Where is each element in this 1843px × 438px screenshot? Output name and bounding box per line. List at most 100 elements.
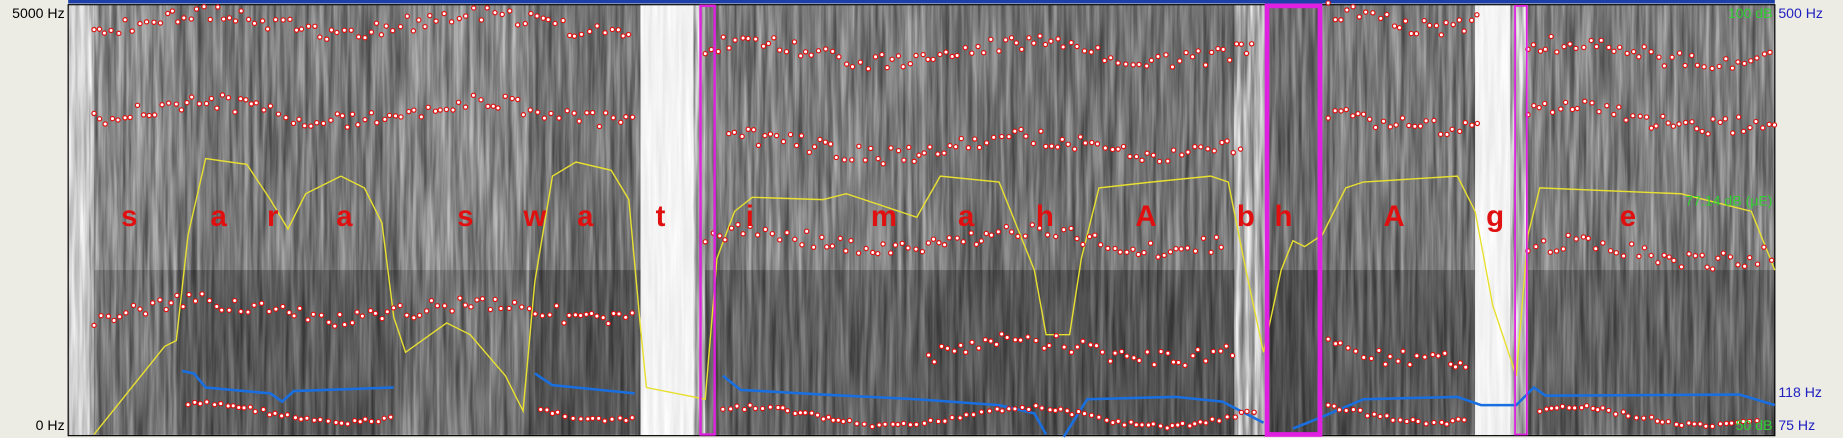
- formant-dot: [740, 35, 746, 41]
- formant-dot: [1332, 108, 1338, 114]
- formant-dot: [1442, 350, 1448, 357]
- formant-dot: [623, 114, 629, 120]
- formant-dot: [291, 313, 297, 319]
- formant-dot: [1165, 158, 1171, 164]
- formant-dot: [344, 124, 351, 130]
- formant-dot: [185, 401, 191, 408]
- formant-dot: [820, 416, 827, 422]
- formant-dot: [1593, 43, 1600, 50]
- formant-dot: [777, 237, 783, 243]
- formant-dot: [1145, 422, 1152, 428]
- formant-dot: [102, 121, 108, 127]
- formant-dot: [181, 15, 187, 21]
- formant-dot: [1666, 254, 1672, 260]
- formant-dot: [374, 120, 380, 126]
- formant-dot: [1648, 49, 1654, 55]
- formant-dot: [192, 399, 198, 406]
- formant-dot: [1017, 337, 1024, 343]
- formant-dot: [584, 110, 590, 116]
- formant-dot: [900, 63, 906, 70]
- formant-dot: [362, 34, 368, 41]
- formant-dot: [1179, 420, 1186, 427]
- formant-dot: [1338, 17, 1344, 23]
- formant-dot: [996, 48, 1002, 54]
- formant-dot: [1178, 246, 1184, 252]
- formant-dot: [941, 150, 947, 156]
- formant-dot: [484, 5, 490, 11]
- formant-dot: [237, 96, 244, 102]
- formant-dot: [382, 116, 388, 123]
- formant-dot: [186, 291, 192, 298]
- formant-dot: [334, 111, 341, 117]
- formant-dot: [978, 409, 985, 415]
- formant-dot: [304, 415, 310, 421]
- formant-dot: [1139, 157, 1145, 163]
- formant-dot: [609, 26, 616, 33]
- formant-dot: [935, 418, 942, 425]
- formant-dot: [780, 405, 786, 411]
- formant-dot: [499, 11, 505, 18]
- formant-dot: [180, 303, 186, 310]
- formant-dot: [1574, 105, 1580, 112]
- formant-dot: [1689, 119, 1695, 125]
- formant-dot: [625, 31, 632, 38]
- formant-dot: [389, 27, 396, 34]
- formant-dot: [109, 115, 116, 122]
- formant-dot: [1136, 61, 1142, 68]
- formant-dot: [1396, 25, 1403, 31]
- formant-dot: [921, 420, 928, 427]
- formant-dot: [1200, 235, 1207, 242]
- formant-dot: [1562, 99, 1569, 106]
- formant-dot: [856, 143, 862, 150]
- formant-dot: [1065, 141, 1071, 148]
- formant-dot: [1104, 417, 1110, 423]
- formant-dot: [1208, 49, 1215, 56]
- formant-dot: [1158, 348, 1164, 355]
- formant-dot: [951, 348, 958, 354]
- formant-dot: [817, 136, 823, 143]
- formant-dot: [519, 304, 525, 310]
- formant-dot: [1573, 236, 1579, 242]
- formant-dot: [1350, 406, 1357, 413]
- formant-dot: [560, 17, 566, 24]
- formant-dot: [780, 138, 787, 145]
- formant-dot: [1127, 153, 1133, 160]
- formant-dot: [1169, 422, 1176, 429]
- formant-dot: [970, 411, 977, 418]
- formant-dot: [1130, 62, 1136, 68]
- formant-dot: [1694, 62, 1701, 68]
- formant-dot: [397, 23, 404, 30]
- formant-dot: [1387, 124, 1394, 130]
- formant-dot: [1325, 402, 1331, 408]
- formant-dot: [397, 302, 403, 309]
- formant-dot: [846, 417, 853, 424]
- formant-dot: [1670, 123, 1677, 129]
- formant-dot: [287, 16, 293, 23]
- formant-dot: [188, 16, 195, 22]
- formant-dot: [1151, 361, 1157, 368]
- formant-dot: [990, 134, 997, 141]
- formant-dot: [1676, 50, 1683, 56]
- formant-dot: [895, 147, 902, 154]
- formant-dot: [338, 420, 345, 426]
- formant-dot: [509, 95, 515, 102]
- formant-dot: [1226, 57, 1233, 63]
- formant-dot: [1611, 111, 1617, 118]
- formant-dot: [1002, 37, 1009, 43]
- formant-dot: [301, 123, 308, 129]
- formant-dot: [1037, 33, 1043, 39]
- formant-dot: [1581, 44, 1587, 51]
- formant-dot: [298, 416, 304, 422]
- formant-dot: [143, 19, 150, 25]
- formant-dot: [1211, 148, 1217, 154]
- formant-dot: [754, 232, 761, 238]
- formant-dot: [972, 136, 978, 142]
- formant-dot: [1208, 249, 1214, 256]
- formant-dot: [1740, 128, 1747, 135]
- formant-dot: [1474, 12, 1480, 18]
- formant-dot: [1205, 146, 1211, 152]
- formant-dot: [900, 420, 907, 427]
- formant-dot: [1019, 46, 1025, 53]
- formant-dot: [1012, 406, 1018, 412]
